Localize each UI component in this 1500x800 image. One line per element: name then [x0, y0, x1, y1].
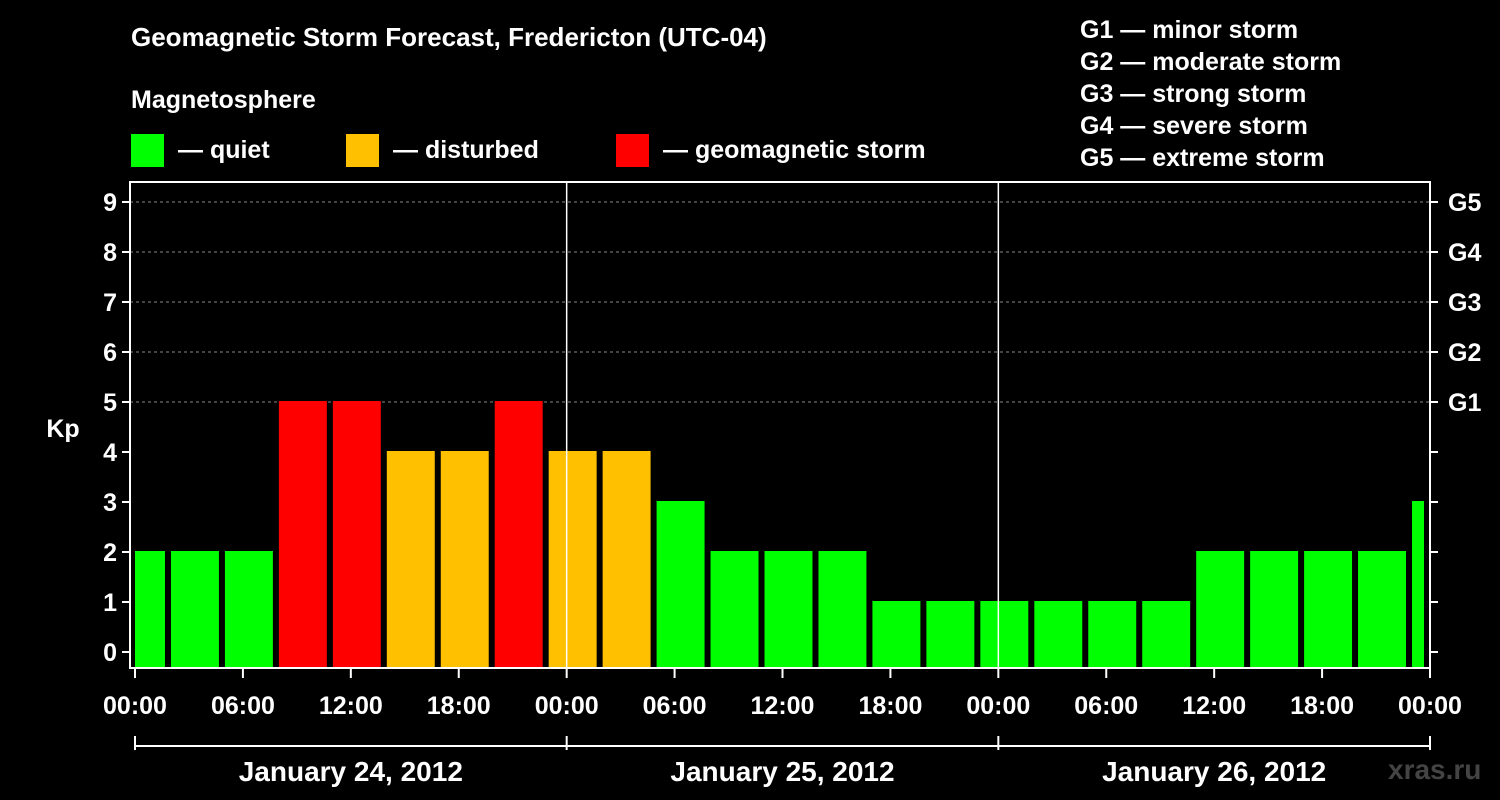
bar	[332, 401, 381, 668]
legend-storm: — geomagnetic storm	[616, 134, 926, 167]
x-tick-label: 00:00	[103, 692, 167, 720]
bar	[1412, 501, 1424, 668]
watermark: xras.ru	[1388, 754, 1482, 785]
x-tick-label: 12:00	[1182, 692, 1246, 720]
storm-level-label: G3	[1448, 289, 1481, 317]
x-tick-label: 00:00	[535, 692, 599, 720]
bar	[872, 601, 921, 668]
storm-scale-legend: G1 — minor storm G2 — moderate storm G3 …	[1080, 14, 1341, 174]
legend-label-storm: — geomagnetic storm	[663, 136, 926, 164]
y-axis-label: Kp	[46, 415, 79, 443]
x-tick-label: 12:00	[751, 692, 815, 720]
legend-swatch-quiet	[131, 134, 164, 167]
date-label: January 25, 2012	[670, 756, 894, 787]
y-tick-label: 8	[103, 239, 117, 267]
x-tick-label: 18:00	[858, 692, 922, 720]
bar	[1250, 551, 1299, 668]
bar	[1304, 551, 1353, 668]
bar	[656, 501, 705, 668]
legend-quiet: — quiet	[131, 134, 270, 167]
legend-swatch-storm	[616, 134, 649, 167]
bar	[224, 551, 273, 668]
storm-scale-g2: G2 — moderate storm	[1080, 48, 1342, 76]
x-tick-label: 00:00	[1398, 692, 1462, 720]
y-tick-label: 2	[103, 539, 117, 567]
bar	[170, 551, 219, 668]
storm-scale-g1: G1 — minor storm	[1080, 16, 1299, 44]
x-tick-label: 06:00	[211, 692, 275, 720]
y-tick-label: 4	[103, 439, 117, 467]
x-tick-label: 06:00	[1074, 692, 1138, 720]
y-tick-label: 0	[103, 639, 117, 667]
legend-swatch-disturbed	[346, 134, 379, 167]
storm-level-label: G1	[1448, 389, 1481, 417]
legend-label-disturbed: — disturbed	[393, 136, 539, 164]
bar	[135, 551, 165, 668]
legend-disturbed: — disturbed	[346, 134, 539, 167]
bar	[926, 601, 975, 668]
bar	[278, 401, 327, 668]
storm-scale-g3: G3 — strong storm	[1080, 80, 1307, 108]
bar	[710, 551, 759, 668]
storm-level-label: G2	[1448, 339, 1481, 367]
bar	[980, 601, 1029, 668]
bar	[386, 451, 435, 668]
x-tick-label: 18:00	[427, 692, 491, 720]
date-label: January 24, 2012	[239, 756, 463, 787]
legend-label-quiet: — quiet	[178, 136, 270, 164]
x-tick-label: 00:00	[966, 692, 1030, 720]
bar	[548, 451, 597, 668]
y-tick-label: 9	[103, 189, 117, 217]
storm-level-label: G4	[1448, 239, 1481, 267]
bar	[1196, 551, 1245, 668]
x-tick-label: 12:00	[319, 692, 383, 720]
x-tick-label: 18:00	[1290, 692, 1354, 720]
legend-title: Magnetosphere	[131, 86, 316, 114]
storm-scale-g5: G5 — extreme storm	[1080, 144, 1325, 172]
y-tick-label: 7	[103, 289, 117, 317]
bar	[440, 451, 489, 668]
x-tick-label: 06:00	[643, 692, 707, 720]
chart-title: Geomagnetic Storm Forecast, Fredericton …	[131, 22, 767, 52]
y-tick-label: 1	[103, 589, 117, 617]
storm-level-label: G5	[1448, 189, 1481, 217]
bar	[602, 451, 651, 668]
bar	[1034, 601, 1083, 668]
bar	[764, 551, 813, 668]
bar	[1358, 551, 1407, 668]
y-tick-label: 6	[103, 339, 117, 367]
date-label: January 26, 2012	[1102, 756, 1326, 787]
plot-border	[129, 181, 1431, 669]
y-tick-label: 5	[103, 389, 117, 417]
bar	[494, 401, 543, 668]
storm-scale-g4: G4 — severe storm	[1080, 112, 1308, 140]
bar	[1088, 601, 1137, 668]
bar	[1142, 601, 1191, 668]
y-tick-label: 3	[103, 489, 117, 517]
bar	[818, 551, 867, 668]
